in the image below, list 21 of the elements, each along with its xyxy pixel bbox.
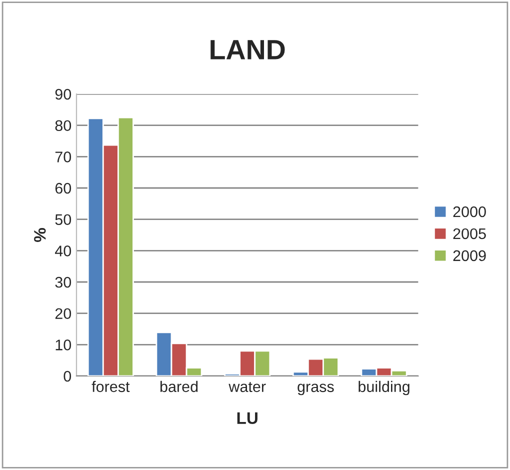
legend-label: 2005 (453, 228, 486, 240)
x-tick-label: building (358, 380, 410, 396)
y-tick-label: 0 (64, 370, 72, 382)
y-tick-label: 30 (55, 276, 72, 288)
y-tick-label: 20 (55, 308, 72, 320)
y-tick-label: 10 (56, 340, 72, 350)
chart-title: LAND (210, 40, 285, 60)
y-tick-label: 70 (55, 152, 72, 162)
y-tick-label: 90 (55, 88, 72, 100)
y-axis-title: % (34, 228, 46, 242)
y-tick-label: 50 (55, 214, 72, 226)
x-tick-label: bared (160, 380, 198, 392)
x-tick-label: grass (298, 384, 334, 396)
y-tick-label: 60 (55, 182, 72, 194)
y-tick-label: 40 (55, 246, 72, 256)
x-axis-title: LU (237, 412, 258, 424)
legend-label: 2000 (453, 206, 486, 218)
x-tick-label: forest (92, 380, 130, 392)
x-tick-label: water (228, 382, 266, 392)
y-tick-label: 80 (55, 120, 72, 132)
legend-label: 2009 (453, 250, 486, 262)
